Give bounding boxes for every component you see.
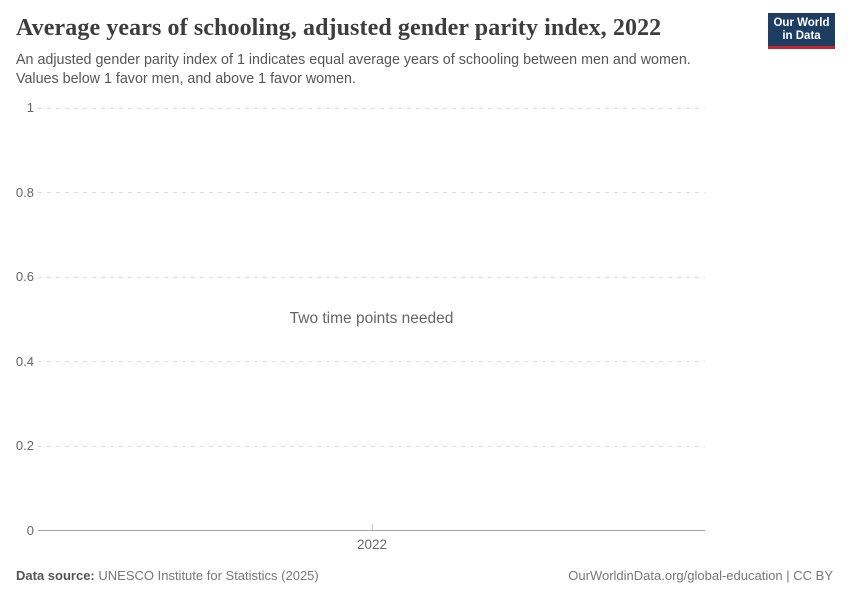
gridline	[38, 445, 705, 447]
y-axis-tick-label: 0.8	[15, 184, 34, 200]
x-axis-tick	[371, 524, 373, 530]
y-axis-tick-label: 0.4	[15, 353, 34, 369]
gridline	[38, 192, 705, 193]
owid-logo-line1: Our World	[773, 16, 830, 29]
gridline	[38, 276, 705, 278]
y-axis-tick-label: 0.2	[15, 438, 34, 453]
data-source-label: Data source:	[16, 568, 95, 583]
chart-subtitle: An adjusted gender parity index of 1 ind…	[16, 52, 691, 87]
gridline	[38, 107, 705, 109]
page-title: Average years of schooling, adjusted gen…	[16, 15, 662, 41]
license-link[interactable]: OurWorldinData.org/global-education | CC…	[568, 568, 833, 583]
data-source: Data source: UNESCO Institute for Statis…	[16, 568, 319, 583]
y-axis-tick-label: 0	[26, 522, 34, 538]
x-axis-line	[38, 530, 705, 531]
gridline	[38, 361, 705, 362]
owid-logo[interactable]: Our World in Data	[768, 13, 835, 49]
owid-logo-line2: in Data	[782, 29, 821, 42]
y-axis-tick-label: 1	[26, 100, 34, 115]
data-source-value: UNESCO Institute for Statistics (2025)	[98, 568, 319, 583]
chart-footer: Data source: UNESCO Institute for Statis…	[16, 568, 833, 583]
empty-chart-message: Two time points needed	[289, 310, 454, 327]
y-axis-tick-label: 0.6	[15, 269, 34, 284]
x-axis-tick-label: 2022	[356, 537, 388, 552]
